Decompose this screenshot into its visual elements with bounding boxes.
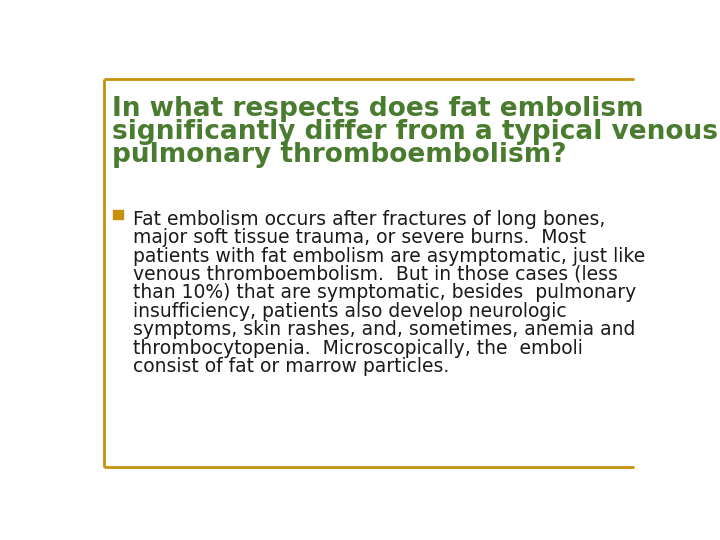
Text: thrombocytopenia.  Microscopically, the  emboli: thrombocytopenia. Microscopically, the e… [132,339,582,358]
Text: Fat embolism occurs after fractures of long bones,: Fat embolism occurs after fractures of l… [132,210,605,228]
Text: patients with fat embolism are asymptomatic, just like: patients with fat embolism are asymptoma… [132,247,645,266]
Text: In what respects does fat embolism: In what respects does fat embolism [112,96,644,122]
Text: symptoms, skin rashes, and, sometimes, anemia and: symptoms, skin rashes, and, sometimes, a… [132,320,635,340]
Bar [113,210,122,219]
Text: consist of fat or marrow particles.: consist of fat or marrow particles. [132,357,449,376]
Text: insufficiency, patients also develop neurologic: insufficiency, patients also develop neu… [132,302,566,321]
Text: pulmonary thromboembolism?: pulmonary thromboembolism? [112,142,567,168]
Text: than 10%) that are symptomatic, besides  pulmonary: than 10%) that are symptomatic, besides … [132,284,636,302]
Text: significantly differ from a typical venous: significantly differ from a typical veno… [112,119,718,145]
Text: major soft tissue trauma, or severe burns.  Most: major soft tissue trauma, or severe burn… [132,228,586,247]
Text: venous thromboembolism.  But in those cases (less: venous thromboembolism. But in those cas… [132,265,618,284]
